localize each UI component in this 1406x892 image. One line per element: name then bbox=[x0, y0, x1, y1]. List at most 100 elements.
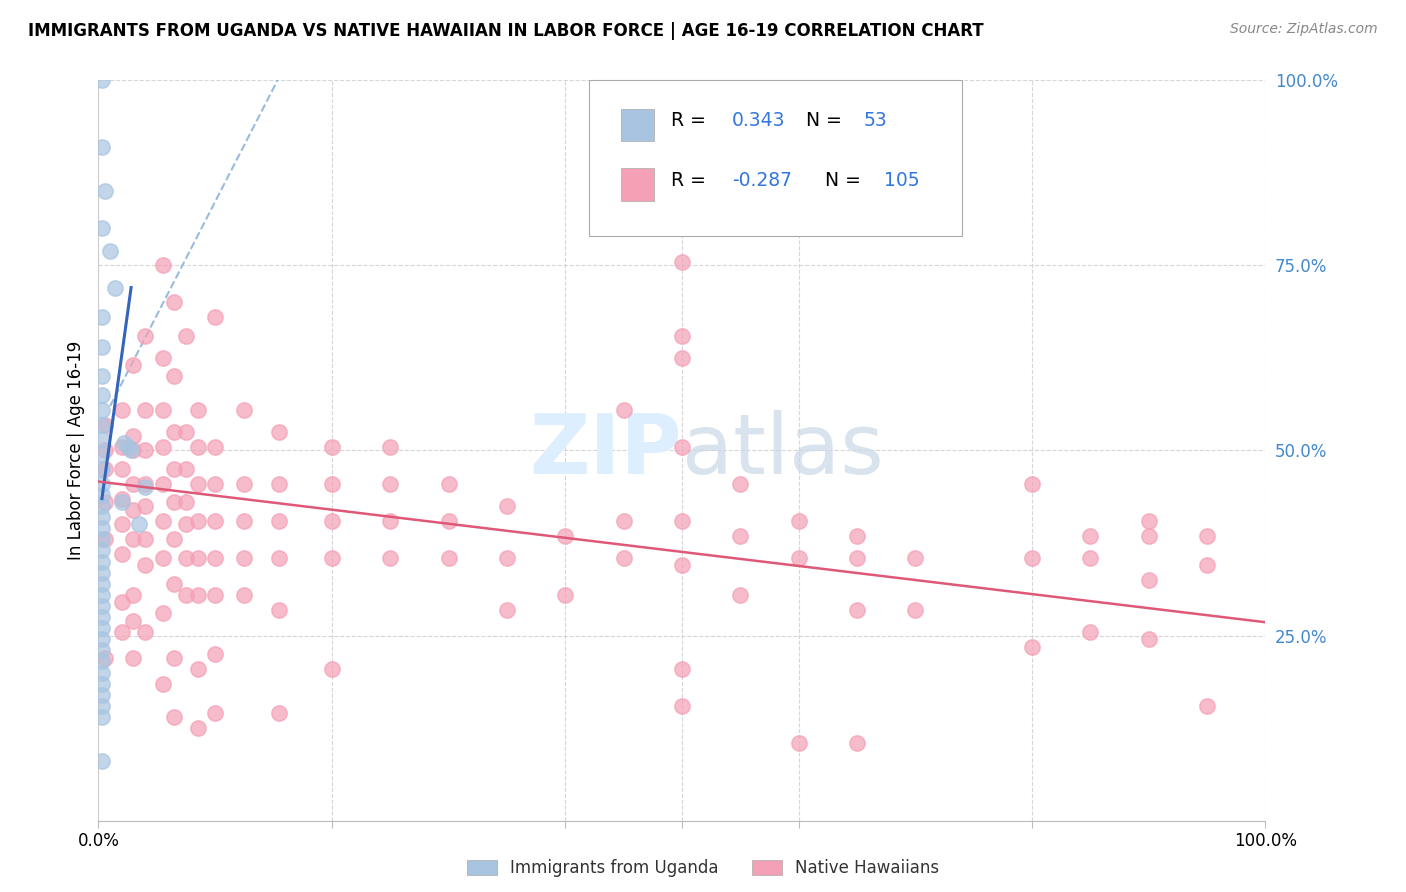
Point bbox=[613, 402, 636, 417]
Point bbox=[671, 351, 693, 365]
Point bbox=[90, 140, 112, 154]
Point bbox=[1080, 528, 1102, 542]
Point bbox=[90, 610, 112, 624]
Point bbox=[94, 462, 117, 476]
Point bbox=[98, 244, 121, 258]
Point bbox=[204, 647, 226, 661]
Point bbox=[163, 495, 186, 509]
Point bbox=[90, 710, 112, 724]
Point bbox=[90, 698, 112, 713]
Point bbox=[163, 650, 186, 665]
Point bbox=[269, 706, 291, 721]
Text: 105: 105 bbox=[884, 170, 920, 190]
Point bbox=[1137, 528, 1160, 542]
Point bbox=[321, 550, 343, 565]
Text: IMMIGRANTS FROM UGANDA VS NATIVE HAWAIIAN IN LABOR FORCE | AGE 16-19 CORRELATION: IMMIGRANTS FROM UGANDA VS NATIVE HAWAIIA… bbox=[28, 22, 984, 40]
Point bbox=[90, 676, 112, 690]
Point bbox=[269, 476, 291, 491]
Legend: Immigrants from Uganda, Native Hawaiians: Immigrants from Uganda, Native Hawaiians bbox=[460, 853, 946, 884]
Point bbox=[380, 440, 402, 454]
Point bbox=[90, 533, 112, 547]
Point bbox=[90, 655, 112, 669]
Point bbox=[496, 499, 519, 513]
Point bbox=[152, 514, 174, 528]
Point bbox=[846, 736, 869, 750]
Point bbox=[204, 706, 226, 721]
Point bbox=[233, 588, 256, 602]
Point bbox=[380, 514, 402, 528]
Point bbox=[233, 402, 256, 417]
Point bbox=[1137, 632, 1160, 647]
Point bbox=[90, 402, 112, 417]
Point bbox=[496, 550, 519, 565]
Text: atlas: atlas bbox=[682, 410, 883, 491]
Point bbox=[94, 650, 117, 665]
Point bbox=[1080, 550, 1102, 565]
Point bbox=[90, 476, 112, 491]
Point bbox=[152, 402, 174, 417]
Point bbox=[187, 476, 209, 491]
Point bbox=[613, 550, 636, 565]
Point bbox=[187, 514, 209, 528]
Text: Source: ZipAtlas.com: Source: ZipAtlas.com bbox=[1230, 22, 1378, 37]
Point bbox=[90, 688, 112, 702]
Point bbox=[163, 425, 186, 439]
Point bbox=[671, 440, 693, 454]
Point bbox=[122, 502, 145, 516]
Point bbox=[1021, 476, 1043, 491]
Point bbox=[1195, 698, 1218, 713]
FancyBboxPatch shape bbox=[621, 109, 654, 141]
Point bbox=[730, 588, 752, 602]
Point bbox=[1080, 624, 1102, 639]
Point bbox=[94, 184, 117, 198]
Point bbox=[671, 328, 693, 343]
Point bbox=[117, 440, 139, 454]
Point bbox=[1021, 640, 1043, 654]
Point bbox=[204, 514, 226, 528]
Point bbox=[134, 499, 156, 513]
Point bbox=[134, 558, 156, 573]
Text: -0.287: -0.287 bbox=[733, 170, 792, 190]
Point bbox=[321, 476, 343, 491]
Point bbox=[152, 607, 174, 621]
Point bbox=[90, 543, 112, 558]
Point bbox=[111, 495, 134, 509]
Point bbox=[111, 547, 134, 561]
Point bbox=[152, 259, 174, 273]
Point bbox=[380, 550, 402, 565]
Point bbox=[1195, 528, 1218, 542]
Y-axis label: In Labor Force | Age 16-19: In Labor Force | Age 16-19 bbox=[66, 341, 84, 560]
Point bbox=[128, 517, 150, 532]
Point bbox=[321, 662, 343, 676]
Point bbox=[122, 533, 145, 547]
Point bbox=[90, 462, 112, 476]
Point bbox=[187, 588, 209, 602]
FancyBboxPatch shape bbox=[621, 168, 654, 201]
Point bbox=[496, 602, 519, 616]
Point bbox=[187, 402, 209, 417]
Text: R =: R = bbox=[672, 112, 713, 130]
Point bbox=[269, 514, 291, 528]
Point bbox=[152, 476, 174, 491]
Point bbox=[380, 476, 402, 491]
Point bbox=[204, 588, 226, 602]
Point bbox=[174, 495, 197, 509]
Point bbox=[846, 550, 869, 565]
Point bbox=[233, 550, 256, 565]
Point bbox=[90, 555, 112, 569]
Point bbox=[152, 550, 174, 565]
Point bbox=[163, 533, 186, 547]
Point bbox=[187, 721, 209, 735]
Point bbox=[1137, 573, 1160, 587]
Point bbox=[163, 369, 186, 384]
Point bbox=[122, 443, 145, 458]
Point bbox=[90, 73, 112, 87]
Point bbox=[671, 514, 693, 528]
Point bbox=[233, 476, 256, 491]
Point bbox=[204, 310, 226, 325]
Point bbox=[187, 550, 209, 565]
Point bbox=[233, 514, 256, 528]
Point bbox=[94, 495, 117, 509]
Point bbox=[94, 417, 117, 432]
Point bbox=[174, 588, 197, 602]
